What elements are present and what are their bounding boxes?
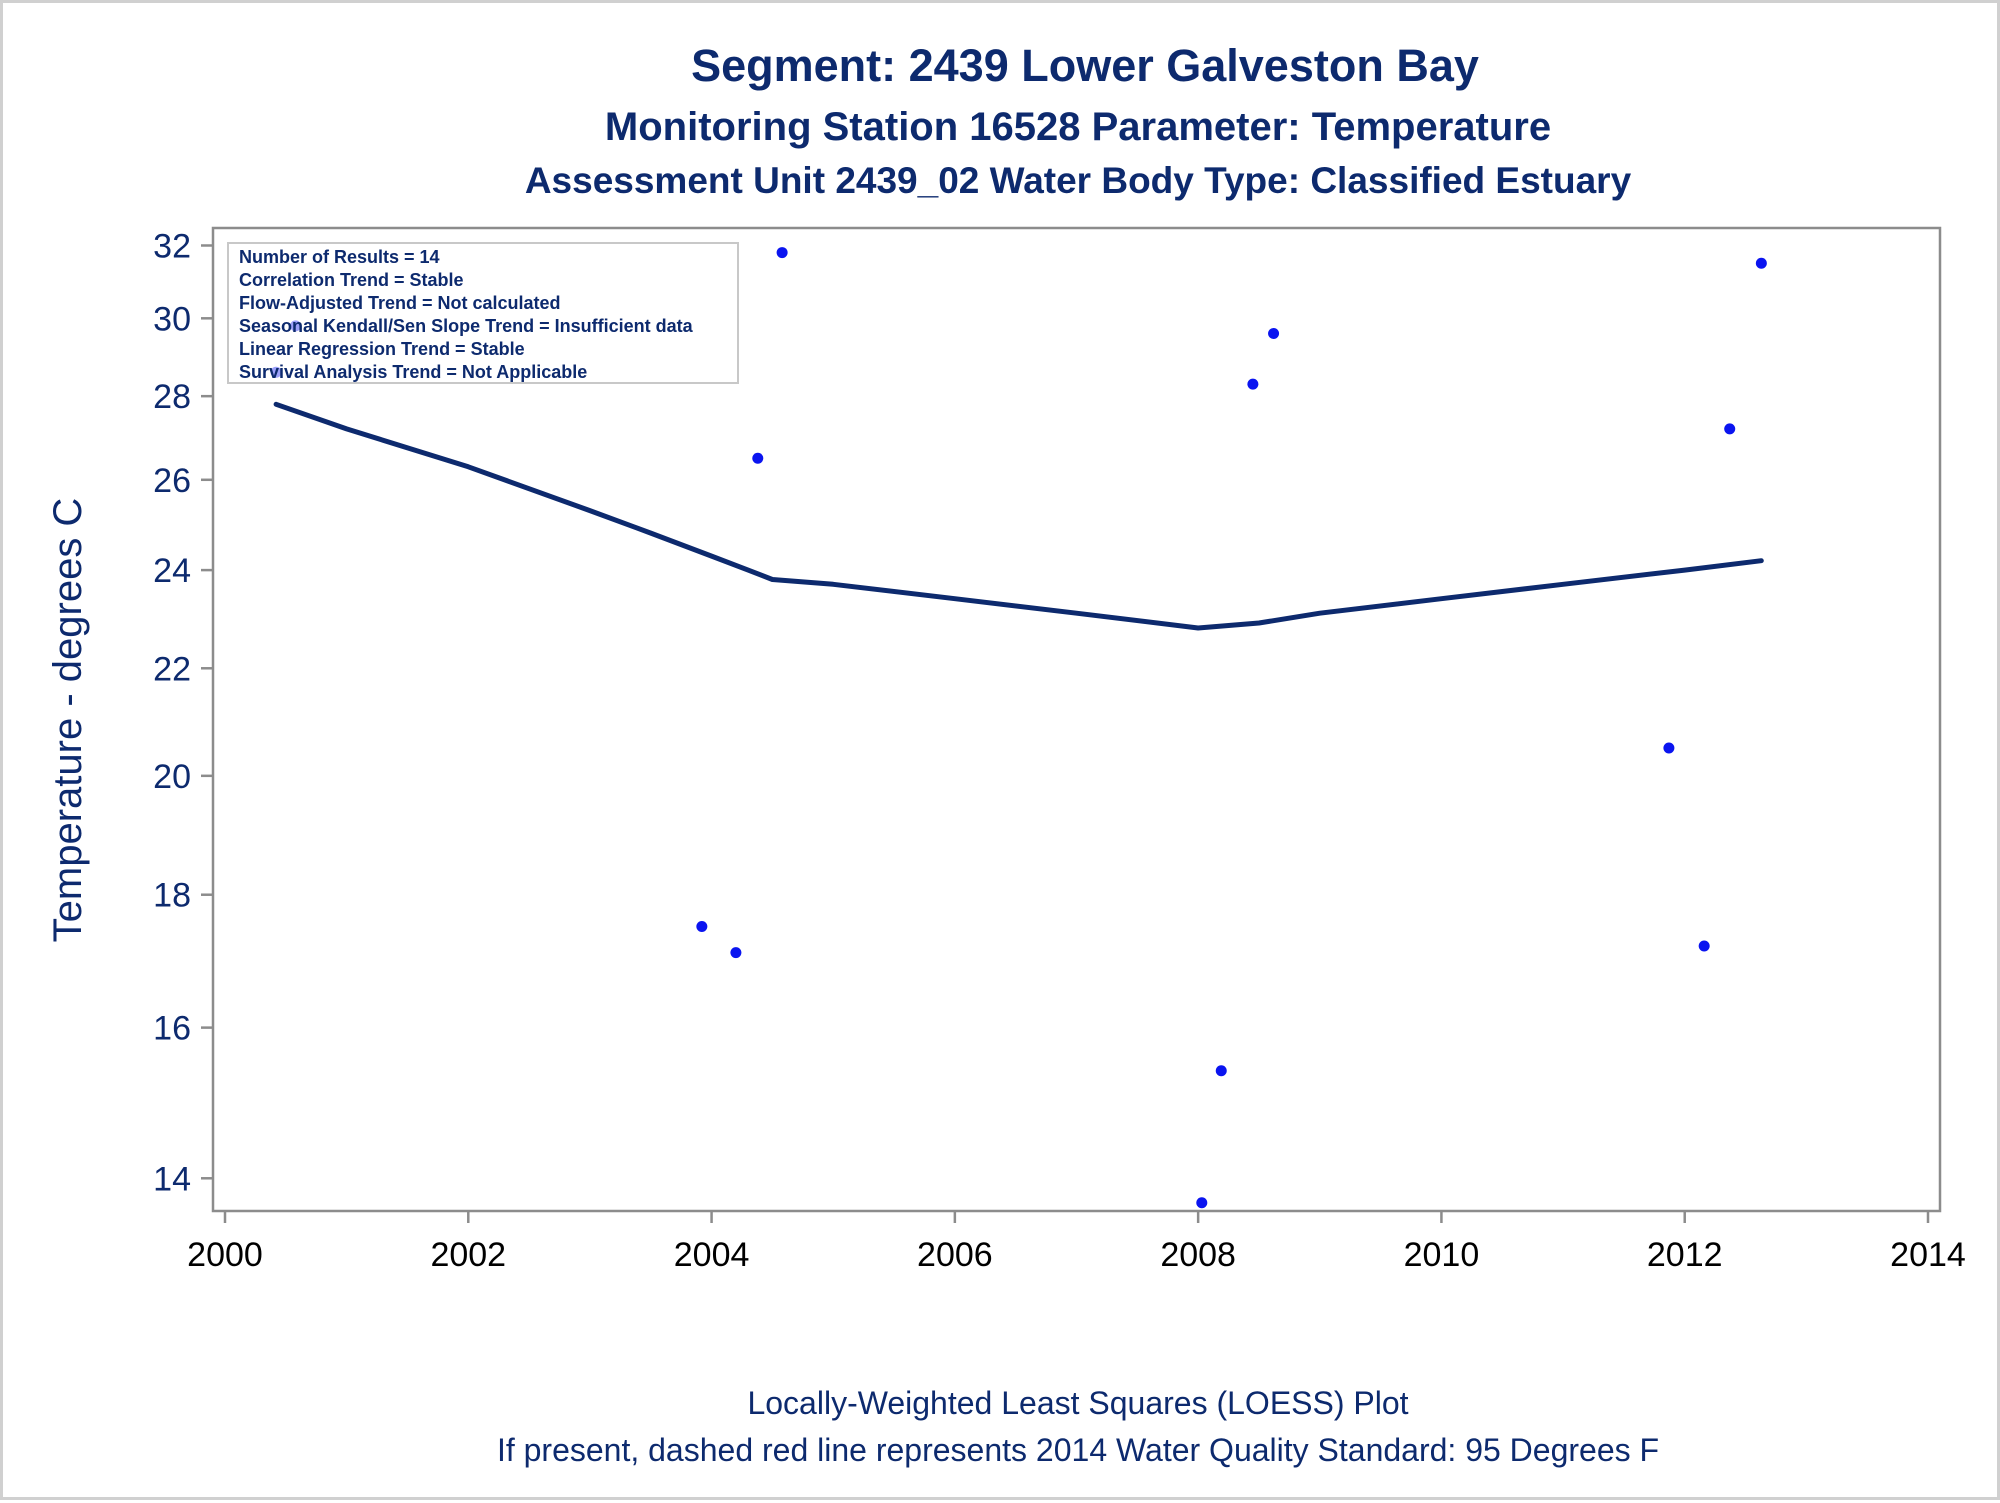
data-point (1724, 423, 1736, 435)
stats-line-1: Number of Results = 14 (239, 247, 440, 267)
y-axis-ticks: 14 16 18 20 22 24 26 28 30 32 (153, 227, 213, 1198)
stats-line-6: Survival Analysis Trend = Not Applicable (239, 362, 587, 382)
data-point (1196, 1197, 1208, 1209)
x-tick-label-2004: 2004 (674, 1236, 750, 1274)
data-point (776, 247, 788, 259)
scatter-points-layer (270, 247, 1767, 1209)
y-tick-label-24: 24 (153, 552, 191, 590)
y-tick-label-32: 32 (153, 227, 191, 265)
stats-box-border (227, 242, 739, 384)
chart-title: Segment: 2439 Lower Galveston Bay (691, 40, 1479, 91)
data-point (1268, 327, 1280, 339)
x-tick-label-2012: 2012 (1647, 1236, 1723, 1274)
x-axis-ticks: 2000 2002 2004 2006 2008 2010 2012 2014 (187, 1211, 1966, 1274)
data-point (1755, 257, 1767, 269)
chart-footnote-2: If present, dashed red line represents 2… (497, 1432, 1659, 1468)
x-tick-label-2008: 2008 (1160, 1236, 1236, 1274)
data-point (1215, 1065, 1227, 1077)
y-tick-label-22: 22 (153, 650, 191, 688)
chart-subtitle: Monitoring Station 16528 Parameter: Temp… (605, 105, 1551, 149)
data-point (1663, 742, 1675, 754)
data-point (1698, 940, 1710, 952)
y-tick-label-20: 20 (153, 758, 191, 796)
stats-line-2: Correlation Trend = Stable (239, 270, 464, 290)
x-tick-label-2010: 2010 (1404, 1236, 1480, 1274)
loess-line-layer (273, 401, 1764, 631)
x-tick-label-2006: 2006 (917, 1236, 993, 1274)
x-tick-label-2000: 2000 (187, 1236, 263, 1274)
data-point (730, 947, 742, 959)
stats-box: Number of Results = 14 Correlation Trend… (227, 242, 739, 384)
loess-line (273, 401, 1764, 631)
chart-subtitle-2: Assessment Unit 2439_02 Water Body Type:… (525, 160, 1632, 201)
data-point (752, 452, 764, 464)
stats-line-5: Linear Regression Trend = Stable (239, 339, 525, 359)
stats-line-3: Flow-Adjusted Trend = Not calculated (239, 293, 561, 313)
y-tick-label-26: 26 (153, 462, 191, 500)
data-point (1247, 378, 1259, 390)
y-tick-label-30: 30 (153, 300, 191, 338)
x-tick-label-2014: 2014 (1890, 1236, 1966, 1274)
chart-svg: Segment: 2439 Lower Galveston Bay Monito… (46, 40, 1966, 1468)
chart-footnote: Locally-Weighted Least Squares (LOESS) P… (747, 1385, 1408, 1421)
data-point (696, 921, 708, 933)
stats-line-4: Seasonal Kendall/Sen Slope Trend = Insuf… (239, 316, 694, 336)
y-tick-label-14: 14 (153, 1160, 191, 1198)
y-axis-label: Temperature - degrees C (46, 498, 90, 943)
y-tick-label-16: 16 (153, 1010, 191, 1048)
plot-area (211, 226, 1942, 1213)
x-tick-label-2002: 2002 (430, 1236, 506, 1274)
y-tick-label-18: 18 (153, 877, 191, 915)
y-tick-label-28: 28 (153, 378, 191, 416)
